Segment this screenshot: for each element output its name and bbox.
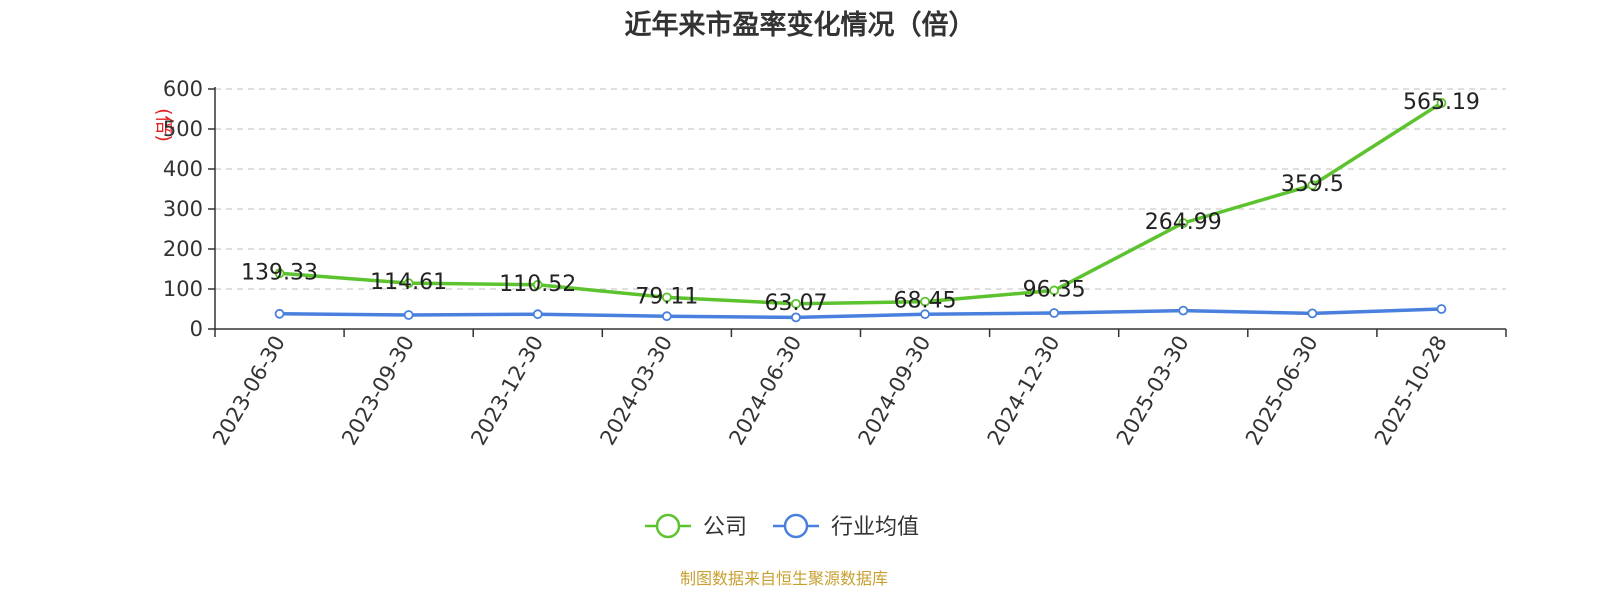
legend-item-label: 公司 [703,515,747,540]
y-tick-labels: 0 100 200 300 400 500 600 [163,77,203,341]
data-label: 359.5 [1281,172,1344,197]
data-point [403,310,414,320]
x-tick-label: 2025-03-30 [1112,332,1194,450]
data-point [1307,308,1318,319]
series-line [279,307,1442,320]
data-label: 68.45 [894,289,957,314]
data-label: 139.33 [241,260,318,285]
x-tick-label: 2024-12-30 [983,332,1065,450]
series-lines [274,98,1447,323]
chart-title: 近年来市盈率变化情况（倍） [625,9,976,41]
data-label: 110.52 [499,272,576,297]
data-label: 79.11 [635,284,698,309]
y-axis-unit: (倍) [153,108,175,142]
y-tick-label: 300 [163,197,203,221]
data-point [920,309,930,320]
x-tick-labels: 2023-06-30 2023-09-30 2023-12-30 2024-03-30… [208,332,1452,450]
x-tick-label: 2024-03-30 [595,332,677,450]
data-point [791,298,801,309]
data-label: 114.61 [370,270,447,295]
legend-item-label: 行业均值 [831,515,919,540]
y-tick-label: 600 [163,77,203,101]
y-tick-label: 400 [163,157,203,181]
x-tick-label: 2023-06-30 [208,332,290,450]
x-tick-label: 2025-06-30 [1241,332,1323,450]
data-label: 63.07 [764,291,827,316]
x-tick-label: 2024-09-30 [854,332,936,450]
y-tick-label: 500 [163,117,203,141]
axes [208,87,1507,337]
x-tick-label: 2024-06-30 [724,332,806,450]
data-label: 264.99 [1145,210,1222,235]
series-line [279,101,1443,306]
x-tick-label: 2023-09-30 [337,332,419,450]
data-point [532,309,543,320]
y-tick-label: 100 [163,277,203,301]
legend-symbol-marker [655,513,681,539]
data-point [1436,304,1447,314]
data-point [920,296,930,307]
data-point [403,278,414,289]
data-labels: 139.33 114.61 110.52 79.11 63.07 68.45 96.35 26… [241,90,1480,316]
y-tick-label: 0 [190,317,203,341]
data-point [1178,218,1189,228]
data-point [1049,285,1060,296]
data-point [791,312,801,323]
data-point [1178,305,1189,316]
data-point [661,292,672,303]
data-point [661,311,672,322]
data-label: 96.35 [1023,277,1086,302]
data-point [274,308,285,319]
source-note: 制图数据来自恒生聚源数据库 [680,569,888,588]
legend: 公司 行业均值 [645,513,919,540]
x-tick-label: 2025-10-28 [1370,332,1452,450]
data-label: 565.19 [1403,90,1480,115]
legend-symbol-marker [783,513,809,539]
y-tick-label: 200 [163,237,203,261]
data-point [1307,180,1318,191]
data-point [532,279,543,290]
x-tick-label: 2023-12-30 [466,332,548,450]
data-point [274,268,285,279]
data-point [1436,98,1447,108]
data-point [1049,308,1060,318]
